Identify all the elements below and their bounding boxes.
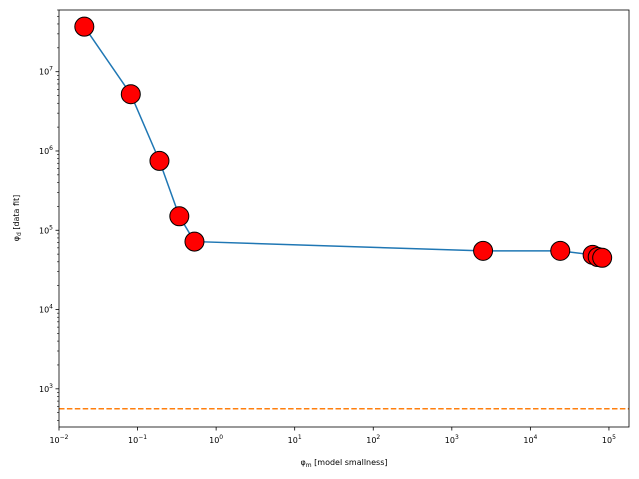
y-tick-label: 103 bbox=[39, 383, 53, 394]
y-axis-ticks: 103 104 105 106 107 bbox=[39, 9, 59, 421]
x-axis-ticks: 10−2 10−1 100 101 102 103 104 105 bbox=[49, 427, 616, 445]
axes-frame bbox=[58, 9, 630, 428]
x-tick-label: 10−1 bbox=[128, 434, 147, 445]
data-point-marker bbox=[74, 16, 95, 37]
x-tick-label: 100 bbox=[209, 434, 223, 445]
data-point-marker bbox=[120, 84, 141, 105]
y-tick-label: 107 bbox=[39, 66, 53, 77]
x-tick-label: 103 bbox=[445, 434, 459, 445]
y-tick-label: 104 bbox=[39, 304, 53, 315]
x-tick-label: 105 bbox=[602, 434, 616, 445]
y-axis-label: φd [data fit] bbox=[12, 195, 23, 242]
data-point-marker bbox=[169, 206, 190, 227]
data-point-marker bbox=[184, 231, 205, 252]
y-tick-label: 106 bbox=[39, 145, 53, 156]
data-point-marker bbox=[550, 240, 571, 261]
y-tick-label: 105 bbox=[39, 224, 53, 235]
data-point-marker bbox=[473, 240, 494, 261]
x-tick-label: 101 bbox=[288, 434, 302, 445]
data-point-marker bbox=[592, 247, 613, 268]
x-tick-label: 10−2 bbox=[49, 434, 68, 445]
plot-area bbox=[59, 16, 629, 410]
x-tick-label: 104 bbox=[523, 434, 537, 445]
x-axis-label: φm [model smallness] bbox=[300, 458, 387, 469]
data-point-marker bbox=[149, 150, 170, 171]
x-tick-label: 102 bbox=[366, 434, 380, 445]
